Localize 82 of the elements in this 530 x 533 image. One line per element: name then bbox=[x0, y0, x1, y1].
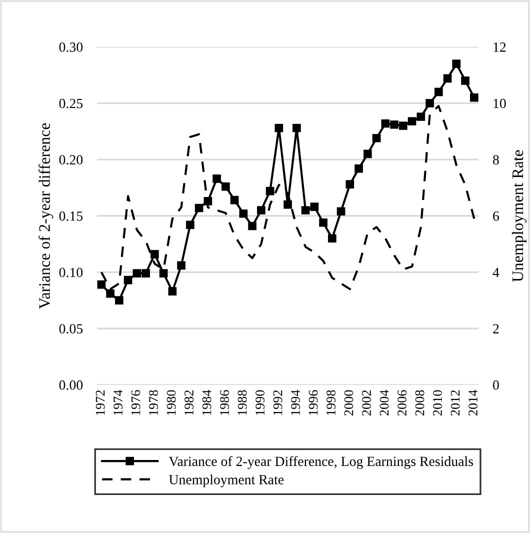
point bbox=[390, 120, 398, 129]
y2-tick-label: 12 bbox=[494, 42, 506, 52]
point bbox=[452, 60, 461, 68]
point bbox=[398, 122, 408, 130]
point bbox=[124, 276, 132, 284]
point bbox=[194, 204, 204, 212]
point bbox=[461, 76, 470, 85]
x-tick-label: 2008 bbox=[415, 390, 424, 416]
x-tick-label: 2010 bbox=[433, 390, 442, 416]
point bbox=[274, 124, 284, 132]
point bbox=[97, 280, 106, 289]
point bbox=[230, 196, 239, 204]
legend-label: Variance of 2-year Difference, Log Earnings Residuals bbox=[168, 456, 474, 469]
x-tick-label: 2000 bbox=[344, 390, 354, 416]
x-tick-label: 1988 bbox=[238, 390, 247, 415]
point bbox=[443, 74, 452, 83]
point bbox=[142, 269, 150, 278]
x-tick-label: 1992 bbox=[273, 390, 282, 415]
x-tick-label: 1972 bbox=[96, 390, 105, 415]
point bbox=[248, 222, 256, 230]
point bbox=[408, 117, 416, 126]
point bbox=[257, 206, 266, 214]
point bbox=[346, 180, 354, 188]
y-tick-label: 0.25 bbox=[59, 98, 83, 108]
x-tick-label: 2014 bbox=[468, 390, 478, 416]
point bbox=[106, 289, 114, 298]
x-tick-label: 1998 bbox=[326, 390, 336, 415]
point bbox=[363, 150, 372, 158]
x-tick-label: 1994 bbox=[291, 390, 300, 415]
y2-tick-label: 6 bbox=[493, 211, 500, 221]
y2-axis-title: Unemployment Rate bbox=[512, 150, 526, 282]
x-tick-label: 2012 bbox=[450, 390, 460, 416]
point bbox=[426, 99, 434, 108]
point bbox=[150, 250, 159, 258]
x-tick-label: 1984 bbox=[202, 390, 212, 415]
x-tick-label: 2002 bbox=[362, 390, 371, 416]
point bbox=[336, 207, 346, 216]
y2-tick-label: 4 bbox=[492, 268, 500, 278]
point bbox=[372, 134, 381, 142]
x-tick-label: 1980 bbox=[166, 390, 176, 415]
point bbox=[186, 220, 194, 230]
point bbox=[177, 261, 186, 270]
y-tick-label: 0.00 bbox=[59, 380, 83, 390]
x-tick-label: 1982 bbox=[184, 390, 194, 415]
x-tick-label: 2004 bbox=[380, 390, 389, 416]
y-tick-label: 0.15 bbox=[59, 211, 83, 221]
point bbox=[470, 93, 478, 102]
point bbox=[115, 296, 124, 305]
y2-tick-label: 0 bbox=[493, 380, 499, 390]
point bbox=[319, 218, 328, 227]
x-tick-label: 1996 bbox=[308, 390, 318, 415]
y2-tick-label: 8 bbox=[493, 155, 499, 164]
x-tick-label: 1976 bbox=[131, 390, 140, 415]
point bbox=[266, 186, 274, 196]
point bbox=[168, 287, 177, 296]
x-tick-label: 1974 bbox=[114, 390, 122, 415]
y2-tick-label: 10 bbox=[494, 98, 506, 108]
point bbox=[310, 202, 319, 212]
point bbox=[301, 206, 310, 214]
point bbox=[132, 269, 142, 278]
y-tick-label: 0.20 bbox=[59, 155, 83, 165]
point bbox=[239, 209, 248, 218]
point bbox=[284, 200, 292, 209]
point bbox=[222, 182, 230, 191]
point bbox=[416, 112, 426, 121]
y-axis-title: Variance of 2-year difference bbox=[38, 123, 54, 309]
y-tick-label: 0.30 bbox=[59, 42, 83, 52]
x-tick-label: 1990 bbox=[256, 390, 264, 415]
point bbox=[354, 164, 363, 173]
point bbox=[434, 88, 443, 96]
point bbox=[328, 234, 336, 243]
x-tick-label: 2006 bbox=[398, 390, 406, 416]
point bbox=[381, 119, 390, 128]
point bbox=[212, 174, 221, 183]
point bbox=[159, 269, 168, 278]
y-tick-label: 0.05 bbox=[59, 324, 83, 334]
x-tick-label: 1978 bbox=[149, 390, 158, 415]
x-tick-label: 1986 bbox=[220, 390, 229, 415]
legend-label: Unemployment Rate bbox=[169, 474, 284, 488]
y-tick-label: 0.10 bbox=[59, 268, 83, 278]
point bbox=[292, 124, 301, 132]
y2-tick-label: 2 bbox=[493, 324, 499, 334]
